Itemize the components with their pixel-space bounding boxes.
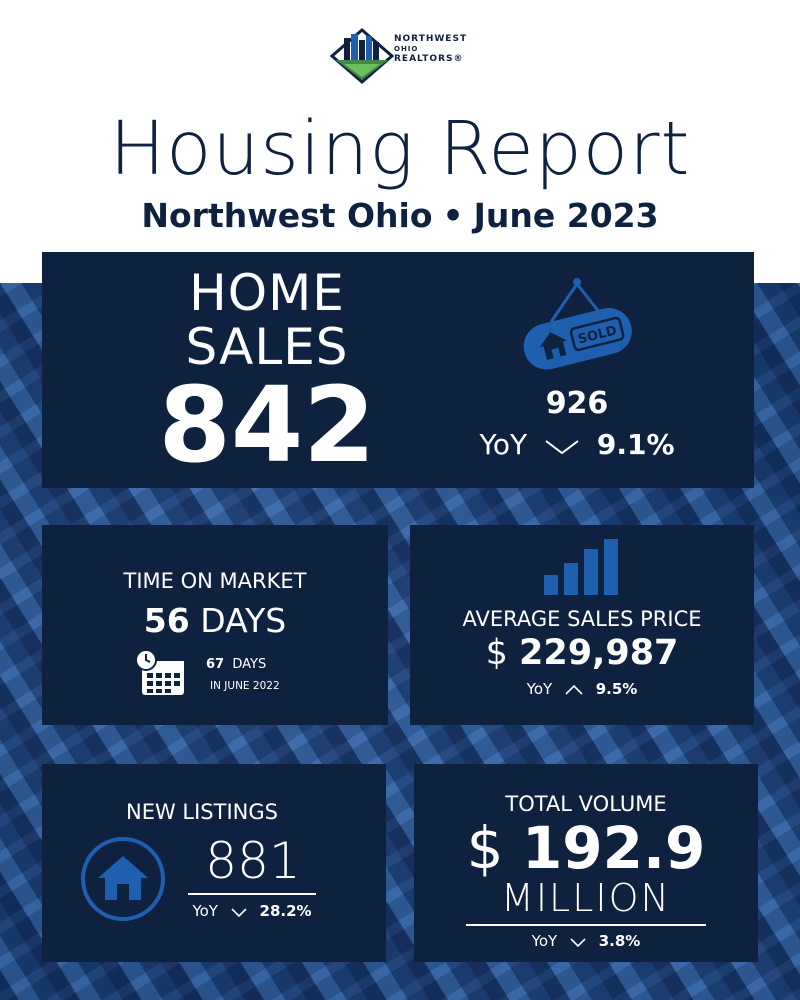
average-sales-price-yoy-label: YoY: [526, 680, 553, 698]
report-period: June 2023: [473, 196, 659, 235]
total-volume-label: TOTAL VOLUME: [505, 792, 667, 816]
new-listings-value: 881: [205, 832, 301, 890]
time-on-market-unit: DAYS: [200, 601, 287, 640]
total-volume-unit: MILLION: [501, 876, 671, 920]
logo-text: NORTHWEST OHIO REALTORS®: [394, 34, 470, 65]
new-listings-divider: [188, 893, 316, 895]
total-volume-yoy: YoY 3.8%: [414, 932, 758, 950]
chevron-up-icon: [565, 684, 583, 695]
calendar-clock-icon: [135, 649, 184, 695]
report-subtitle: Northwest Ohio • June 2023: [0, 196, 800, 235]
bar-chart-icon: [544, 539, 618, 595]
logo-mark-icon: [329, 28, 395, 84]
logo-line-1: NORTHWEST: [394, 34, 468, 44]
average-sales-price-yoy: YoY 9.5%: [410, 680, 754, 698]
time-on-market-label: TIME ON MARKET: [123, 569, 307, 593]
sold-sign-icon: SOLD: [523, 278, 632, 370]
time-on-market-previous-value: 67: [206, 657, 225, 672]
time-on-market-value: 56 DAYS: [42, 601, 388, 640]
time-on-market-previous: 67 DAYS: [206, 657, 266, 672]
home-sales-yoy: YoY 9.1%: [462, 428, 692, 461]
average-sales-price-label: AVERAGE SALES PRICE: [462, 607, 702, 631]
subtitle-separator: •: [442, 196, 464, 235]
new-listings-yoy-change: 28.2%: [259, 902, 312, 920]
new-listings-yoy-label: YoY: [192, 902, 218, 920]
home-sales-label-line-1: HOME: [189, 264, 345, 322]
new-listings-yoy: YoY 28.2%: [188, 902, 316, 920]
total-volume-value: $ 192.9: [414, 816, 758, 880]
home-sales-panel: HOME SALES 842 SOLD 926 YoY 9.1%: [42, 252, 754, 488]
home-sales-previous-value: 926: [545, 386, 609, 421]
time-on-market-panel: TIME ON MARKET 56 DAYS 67 DAYS IN JUNE 2…: [42, 525, 388, 725]
time-on-market-previous-period: IN JUNE 2022: [210, 680, 280, 692]
house-icon: [81, 837, 165, 921]
chevron-down-icon: [231, 907, 247, 917]
average-sales-price-amount: 229,987: [519, 633, 679, 673]
total-volume-divider: [466, 924, 706, 926]
northwest-ohio-realtors-logo: NORTHWEST OHIO REALTORS®: [329, 28, 470, 84]
new-listings-panel: NEW LISTINGS 881 YoY 28.2%: [42, 764, 386, 962]
logo-line-2: OHIO: [394, 45, 419, 53]
total-volume-yoy-label: YoY: [531, 932, 558, 950]
chevron-down-icon: [570, 937, 586, 947]
logo-line-3: REALTORS®: [394, 54, 464, 64]
total-volume-yoy-change: 3.8%: [598, 932, 641, 950]
average-sales-price-currency: $: [485, 633, 508, 673]
total-volume-amount: 192.9: [521, 814, 706, 882]
home-sales-value: 842: [158, 364, 376, 486]
region-name: Northwest Ohio: [141, 196, 433, 235]
average-sales-price-yoy-change: 9.5%: [595, 680, 638, 698]
chevron-down-icon: [545, 440, 579, 455]
home-sales-label: HOME SALES: [102, 266, 432, 374]
home-sales-label-line-2: SALES: [185, 318, 349, 376]
home-sales-yoy-change: 9.1%: [596, 428, 675, 461]
total-volume-currency: $: [466, 814, 504, 882]
average-sales-price-value: $ 229,987: [410, 633, 754, 673]
new-listings-label: NEW LISTINGS: [126, 800, 278, 824]
home-sales-yoy-label: YoY: [479, 428, 528, 461]
average-sales-price-panel: AVERAGE SALES PRICE $ 229,987 YoY 9.5%: [410, 525, 754, 725]
time-on-market-days: 56: [143, 601, 190, 640]
report-title: Housing Report: [109, 106, 691, 192]
time-on-market-previous-unit: DAYS: [232, 657, 267, 672]
total-volume-panel: TOTAL VOLUME $ 192.9 MILLION YoY 3.8%: [414, 764, 758, 962]
